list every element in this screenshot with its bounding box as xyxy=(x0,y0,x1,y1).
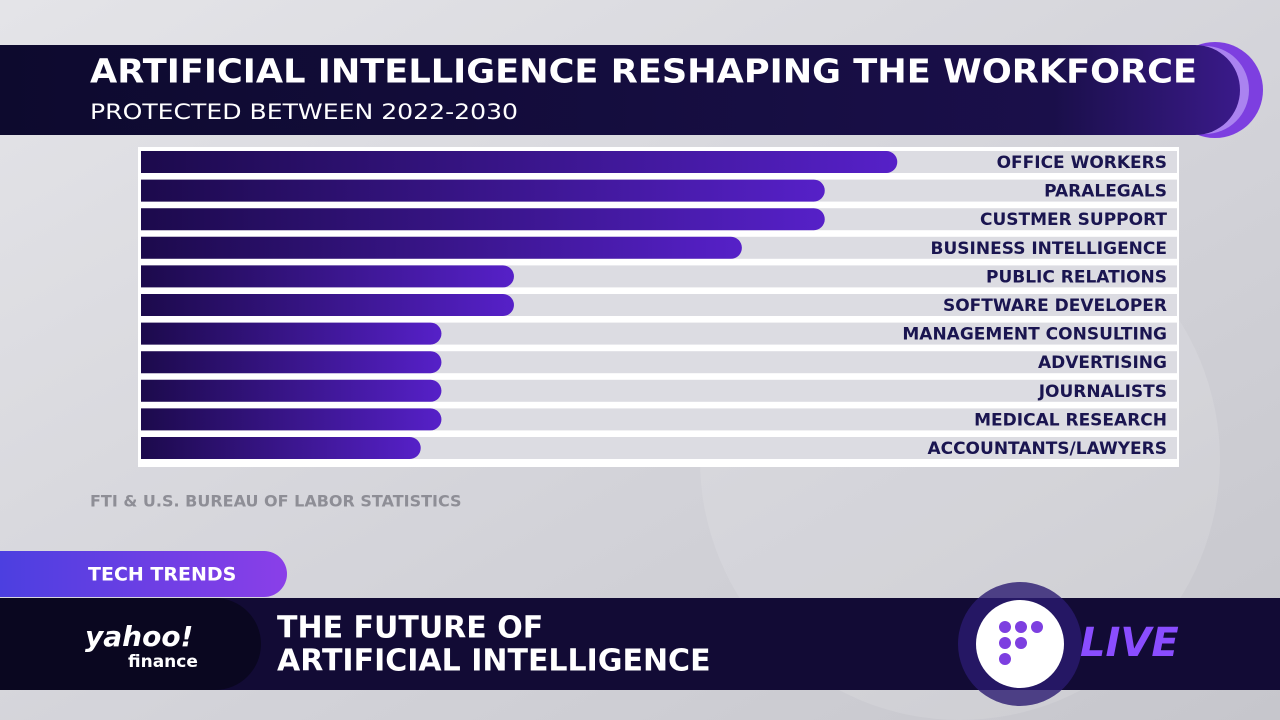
category-label: ADVERTISING xyxy=(1038,353,1167,373)
chart-title: ARTIFICIAL INTELLIGENCE RESHAPING THE WO… xyxy=(90,52,1197,91)
live-logo-dots xyxy=(999,621,1043,665)
category-label: JOURNALISTS xyxy=(1038,382,1167,402)
bar xyxy=(141,294,514,316)
chart-rows: OFFICE WORKERS PARALEGALS CUSTMER SUPPORT B… xyxy=(141,151,1177,459)
source: FTI & U.S. BUREAU OF LABOR STATISTICS xyxy=(90,492,462,511)
headline-line: ARTIFICIAL INTELLIGENCE xyxy=(277,644,711,679)
category-label: MEDICAL RESEARCH xyxy=(974,410,1167,430)
bar xyxy=(141,265,514,288)
bar xyxy=(141,236,742,259)
category-label: ACCOUNTANTS/LAWYERS xyxy=(927,439,1167,459)
category-label: SOFTWARE DEVELOPER xyxy=(943,296,1167,316)
bar xyxy=(141,322,442,345)
headline-line: THE FUTURE OF xyxy=(277,611,543,646)
title-banner xyxy=(0,45,1240,135)
bar xyxy=(141,151,898,173)
category-label: PARALEGALS xyxy=(1044,182,1167,202)
category-label: OFFICE WORKERS xyxy=(997,153,1167,173)
tag: TECH TRENDS xyxy=(88,564,236,586)
bar xyxy=(141,408,442,431)
category-label: CUSTMER SUPPORT xyxy=(980,210,1167,230)
logo-yahoo: yahoo! xyxy=(85,620,193,653)
category-label: MANAGEMENT CONSULTING xyxy=(902,325,1167,345)
category-label: PUBLIC RELATIONS xyxy=(986,267,1167,287)
tag-pill xyxy=(0,551,287,597)
chart-subtitle: PROTECTED BETWEEN 2022-2030 xyxy=(90,100,518,124)
category-label: BUSINESS INTELLIGENCE xyxy=(931,239,1167,259)
bar xyxy=(141,351,442,374)
bar xyxy=(141,437,421,459)
bar xyxy=(141,179,825,202)
bar xyxy=(141,208,825,231)
logo-finance: finance xyxy=(128,652,198,672)
bar xyxy=(141,379,442,402)
logo-block xyxy=(0,598,261,690)
live-label: LIVE xyxy=(1080,620,1179,666)
